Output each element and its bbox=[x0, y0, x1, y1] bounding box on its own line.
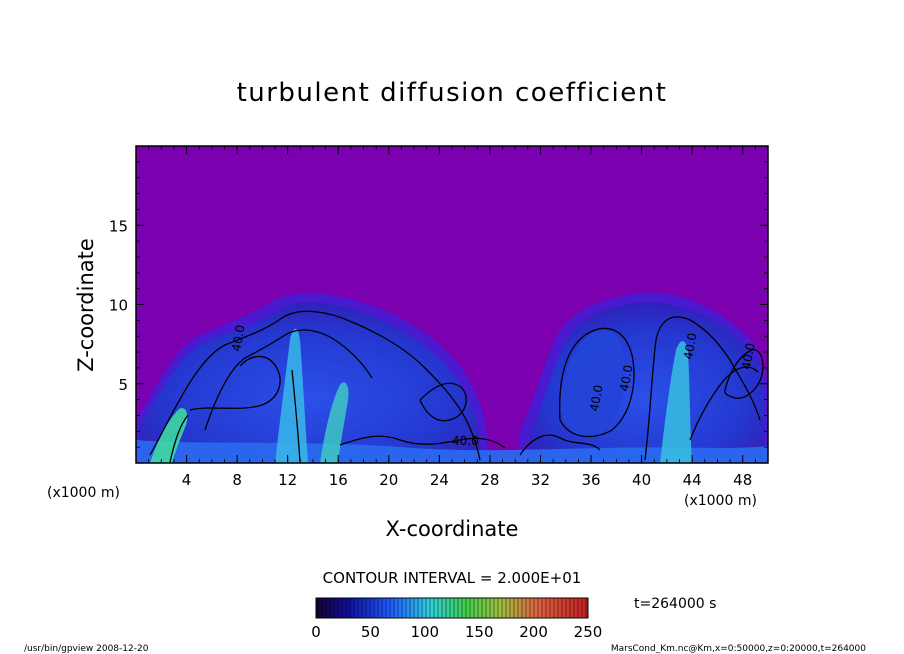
contour-line bbox=[689, 366, 759, 441]
x-axis-label: X-coordinate bbox=[386, 517, 519, 541]
plume-region bbox=[660, 341, 692, 463]
colorbar-gradient bbox=[316, 598, 588, 618]
colorbar-tick-label: 250 bbox=[574, 623, 603, 641]
contour-label: 40.0 bbox=[617, 364, 635, 393]
contour-line bbox=[149, 310, 481, 461]
contour-line bbox=[189, 355, 281, 411]
colorbar-tick-label: 0 bbox=[311, 623, 321, 641]
x-tick-label: 44 bbox=[683, 471, 702, 489]
plume-region bbox=[560, 329, 626, 436]
contour-layer bbox=[149, 310, 764, 463]
contour-interval: CONTOUR INTERVAL = 2.000E+01 bbox=[323, 569, 582, 587]
contour-line bbox=[724, 349, 764, 399]
colorbar-tick-label: 150 bbox=[465, 623, 494, 641]
x-unit-right: (x1000 m) bbox=[684, 493, 757, 509]
plume-region bbox=[320, 382, 349, 463]
x-tick-label: 4 bbox=[182, 471, 192, 489]
contour-line bbox=[291, 369, 301, 463]
contour-line bbox=[339, 435, 506, 449]
chart-title: turbulent diffusion coefficient bbox=[237, 78, 668, 108]
contour-label: 40.0 bbox=[587, 384, 605, 413]
x-tick-label: 32 bbox=[531, 471, 550, 489]
y-axis-label: Z-coordinate bbox=[74, 238, 98, 372]
contour-line bbox=[204, 329, 373, 431]
y-axis: 5 10 15 bbox=[109, 161, 768, 448]
time-label: t=264000 s bbox=[634, 596, 716, 612]
colorbar-frame bbox=[315, 597, 589, 619]
plume-region bbox=[150, 407, 188, 463]
x-tick-label: 40 bbox=[632, 471, 651, 489]
colorbar-stripes bbox=[317, 599, 587, 617]
x-tick-label: 24 bbox=[430, 471, 449, 489]
x-tick-label: 8 bbox=[232, 471, 242, 489]
x-tick-label: 28 bbox=[480, 471, 499, 489]
y-tick-label: 15 bbox=[109, 217, 128, 235]
colorbar-ticks: 0 50 100 150 200 250 bbox=[311, 623, 602, 641]
x-axis: 4 8 12 16 20 24 28 32 36 40 44 48 bbox=[148, 146, 756, 489]
contour-line bbox=[559, 327, 635, 438]
contour-label: 40.0 bbox=[739, 342, 757, 371]
footer-left: /usr/bin/gpview 2008-12-20 bbox=[24, 644, 149, 654]
footer-right: MarsCond_Km.nc@Km,x=0:50000,z=0:20000,t=… bbox=[611, 644, 866, 654]
x-tick-label: 12 bbox=[278, 471, 297, 489]
colorbar-tick-label: 100 bbox=[410, 623, 439, 641]
x-tick-label: 20 bbox=[379, 471, 398, 489]
contour-label: 40.0 bbox=[229, 324, 247, 353]
contour-line bbox=[419, 382, 467, 422]
contour-line bbox=[519, 434, 601, 456]
colorbar: 0 50 100 150 200 250 bbox=[311, 597, 602, 641]
contour-line bbox=[644, 316, 761, 461]
y-tick-label: 10 bbox=[109, 297, 128, 315]
contour-label: 40.0 bbox=[452, 434, 479, 448]
x-tick-label: 48 bbox=[733, 471, 752, 489]
y-tick-label: 5 bbox=[118, 376, 128, 394]
plot-area bbox=[136, 146, 768, 463]
plume-region bbox=[140, 302, 482, 463]
contour-label: 40.0 bbox=[681, 332, 699, 361]
colorbar-tick-label: 50 bbox=[361, 623, 380, 641]
x-tick-label: 36 bbox=[581, 471, 600, 489]
contour-labels: 40.0 40.0 40.0 40.0 40.0 40.0 bbox=[229, 324, 757, 448]
colorbar-tick-label: 200 bbox=[519, 623, 548, 641]
plume-layer bbox=[136, 292, 768, 463]
x-unit-left: (x1000 m) bbox=[47, 485, 120, 501]
x-tick-label: 16 bbox=[329, 471, 348, 489]
plume-region bbox=[275, 328, 308, 463]
contour-line bbox=[169, 414, 189, 463]
